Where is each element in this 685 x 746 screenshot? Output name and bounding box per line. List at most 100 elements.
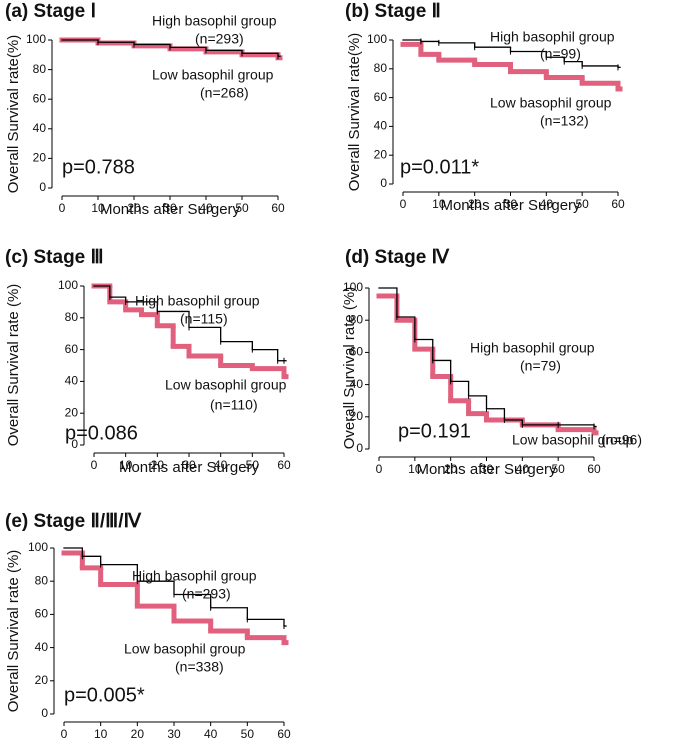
y-axis-label: Overall Survival rate (%): [5, 284, 22, 447]
y-tick-label: 0: [71, 437, 78, 451]
series-n: (n=79): [520, 358, 561, 374]
series-n: (n=293): [182, 586, 231, 602]
x-axis-label: Months after Surgery: [440, 197, 581, 214]
panel-title: (a) Stage Ⅰ: [5, 1, 96, 22]
p-value: p=0.086: [65, 422, 138, 444]
series-label: High basophil group: [490, 29, 615, 45]
series-n: (n=338): [175, 659, 224, 675]
y-tick-label: 0: [41, 706, 48, 720]
x-tick-label: 20: [127, 201, 141, 215]
x-tick-label: 30: [504, 197, 518, 211]
x-tick-label: 0: [61, 727, 68, 741]
x-tick-label: 60: [611, 197, 625, 211]
x-tick-label: 40: [204, 727, 218, 741]
y-axis-label: Overall Survival rate (%): [341, 287, 358, 450]
p-value: p=0.005*: [64, 684, 145, 706]
y-axis-label: Overall Survival rate(%): [346, 33, 363, 191]
x-tick-label: 60: [277, 727, 291, 741]
y-tick-label: 20: [350, 409, 364, 423]
y-tick-label: 100: [28, 540, 48, 554]
y-tick-label: 40: [350, 377, 364, 391]
y-tick-label: 0: [380, 176, 387, 190]
series-n: (n=96): [601, 432, 642, 448]
x-tick-label: 50: [575, 197, 589, 211]
y-tick-label: 80: [35, 573, 49, 587]
y-tick-label: 60: [35, 607, 49, 621]
y-tick-label: 80: [350, 312, 364, 326]
series-label: High basophil group: [152, 13, 277, 29]
y-tick-label: 100: [343, 280, 363, 294]
series-n: (n=268): [200, 85, 249, 101]
series-n: (n=293): [195, 31, 244, 47]
series-label: Low basophil group: [490, 95, 612, 111]
panel-title: (c) Stage Ⅲ: [5, 247, 104, 268]
x-tick-label: 40: [516, 462, 530, 476]
x-axis-label: Months after Surgery: [416, 461, 557, 478]
x-tick-label: 30: [163, 201, 177, 215]
series-label: High basophil group: [470, 340, 595, 356]
y-axis-label: Overall Survival rate(%): [5, 35, 22, 193]
x-tick-label: 40: [199, 201, 213, 215]
series-label: High basophil group: [132, 568, 257, 584]
y-tick-label: 0: [356, 441, 363, 455]
x-tick-label: 10: [408, 462, 422, 476]
panel-title: (d) Stage Ⅳ: [345, 247, 450, 268]
x-tick-label: 0: [376, 462, 383, 476]
y-tick-label: 60: [374, 90, 388, 104]
series-label: Low basophil group: [512, 432, 634, 448]
x-tick-label: 20: [131, 727, 145, 741]
x-tick-label: 50: [241, 727, 255, 741]
x-tick-label: 0: [59, 201, 66, 215]
x-axis-label: Months after Surgery: [119, 459, 260, 476]
panel-title: (b) Stage Ⅱ: [345, 1, 441, 22]
y-tick-label: 20: [65, 405, 79, 419]
x-tick-label: 20: [468, 197, 482, 211]
x-tick-label: 60: [277, 458, 291, 472]
x-axis-label: Months after Surgery: [100, 201, 241, 218]
y-tick-label: 40: [35, 640, 49, 654]
series-n: (n=115): [180, 311, 228, 327]
panel-title: (e) Stage Ⅱ/Ⅲ/Ⅳ: [5, 511, 142, 532]
y-tick-label: 40: [374, 119, 388, 133]
series-label: Low basophil group: [124, 641, 246, 657]
p-value: p=0.191: [398, 420, 471, 442]
p-value: p=0.011*: [400, 156, 479, 178]
x-tick-label: 50: [246, 458, 260, 472]
x-tick-label: 50: [235, 201, 249, 215]
y-tick-label: 60: [350, 345, 364, 359]
y-tick-label: 60: [65, 342, 79, 356]
y-tick-label: 0: [39, 180, 46, 194]
x-tick-label: 50: [551, 462, 565, 476]
p-value: p=0.788: [62, 156, 135, 178]
series-n: (n=110): [210, 397, 258, 413]
x-tick-label: 20: [151, 458, 165, 472]
x-tick-label: 60: [271, 201, 285, 215]
series-label: Low basophil group: [152, 67, 274, 83]
y-tick-label: 80: [374, 61, 388, 75]
series-label: Low basophil group: [165, 377, 287, 393]
x-tick-label: 60: [587, 462, 601, 476]
y-axis-label: Overall Survival rate (%): [5, 550, 22, 713]
x-tick-label: 20: [444, 462, 458, 476]
x-tick-label: 40: [540, 197, 554, 211]
y-tick-label: 40: [65, 374, 79, 388]
series-label: High basophil group: [135, 293, 260, 309]
x-tick-label: 0: [400, 197, 407, 211]
x-tick-label: 0: [91, 458, 98, 472]
x-tick-label: 10: [119, 458, 133, 472]
y-tick-label: 100: [26, 32, 46, 46]
x-tick-label: 30: [182, 458, 196, 472]
series-n: (n=132): [540, 113, 589, 129]
x-tick-label: 40: [214, 458, 228, 472]
x-tick-label: 30: [480, 462, 494, 476]
x-tick-label: 10: [94, 727, 108, 741]
y-tick-label: 20: [35, 673, 49, 687]
series-n: (n=99): [540, 46, 581, 62]
y-tick-label: 100: [58, 278, 78, 292]
x-tick-label: 30: [167, 727, 181, 741]
y-tick-label: 20: [374, 147, 388, 161]
x-tick-label: 10: [432, 197, 446, 211]
y-tick-label: 20: [33, 151, 47, 165]
x-tick-label: 10: [91, 201, 105, 215]
